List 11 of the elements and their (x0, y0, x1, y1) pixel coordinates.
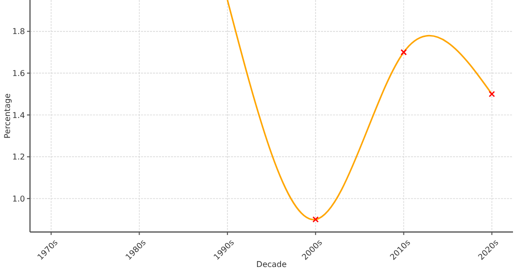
x-axis-title: Decade (256, 260, 287, 269)
y-tick-label: 1.8 (12, 27, 25, 36)
y-tick-label: 1.0 (12, 194, 25, 204)
y-axis-title: Percentage (3, 93, 12, 139)
y-tick-label: 1.4 (12, 110, 25, 120)
y-tick-label: 1.2 (12, 152, 25, 162)
point (488, 90, 495, 98)
line-series (226, 0, 493, 220)
y-tick-label: 1.6 (12, 68, 25, 78)
point (400, 49, 407, 56)
point (312, 216, 319, 223)
